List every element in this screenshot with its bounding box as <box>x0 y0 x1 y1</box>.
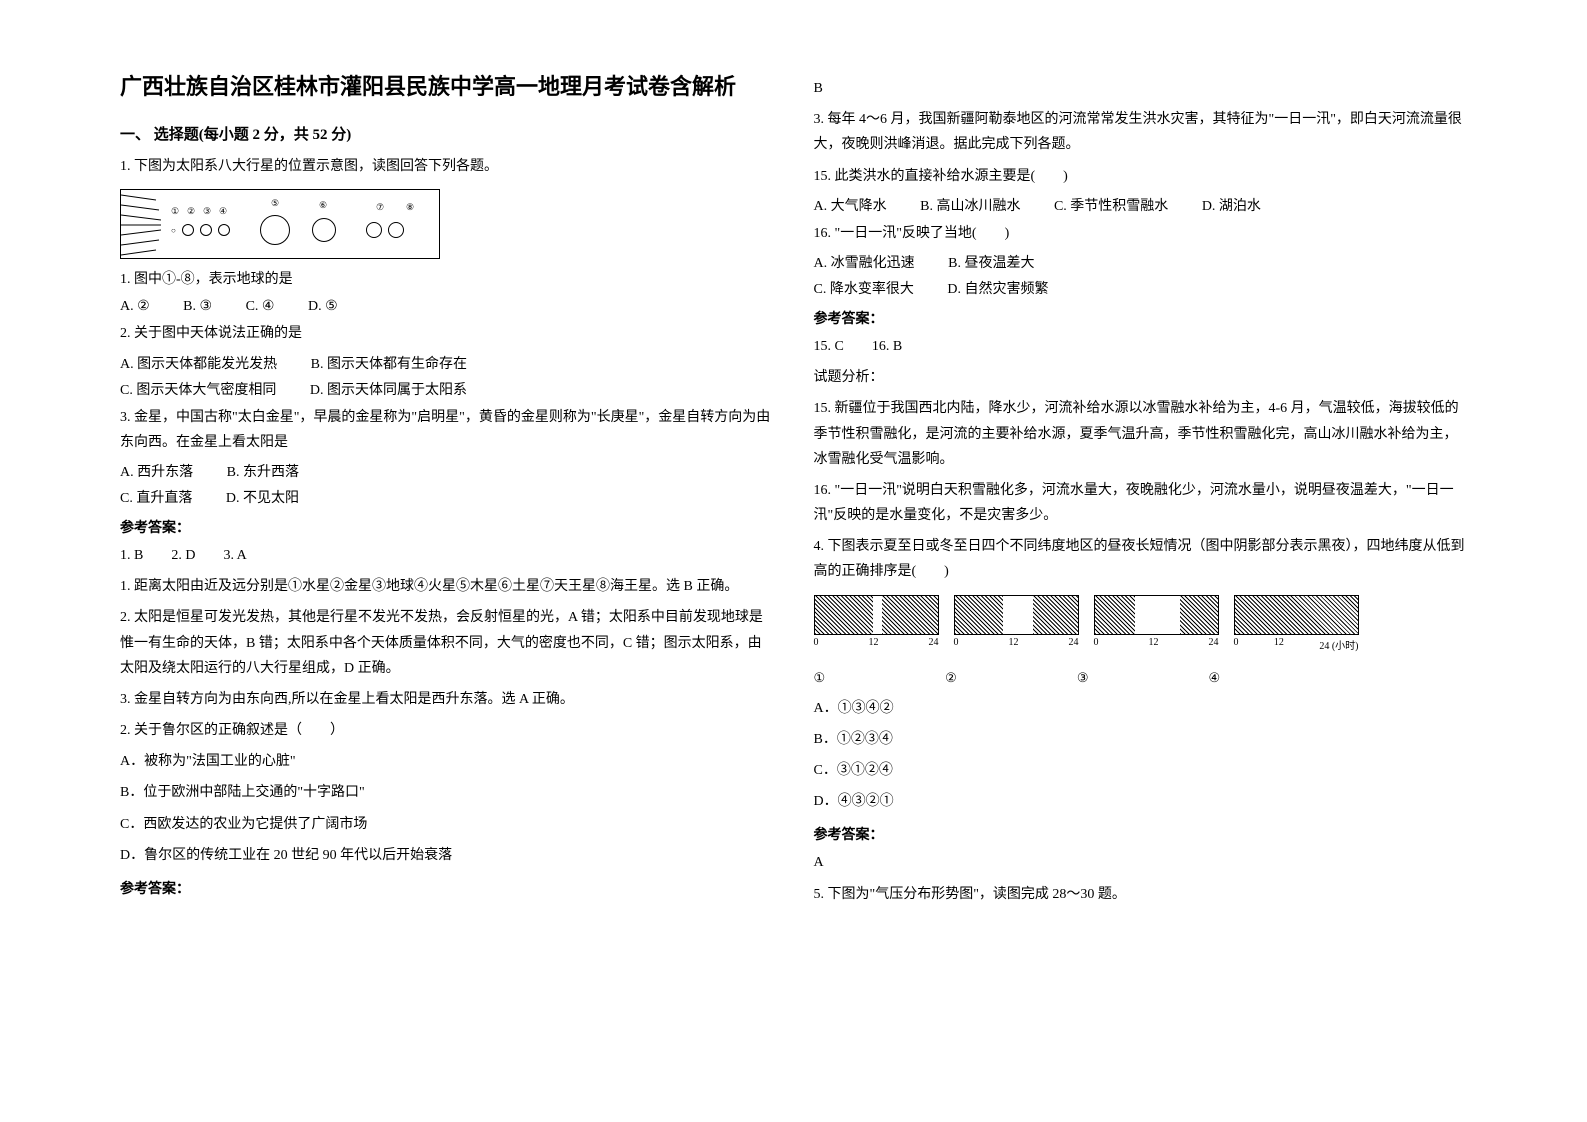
dn-box-1: 01224 <box>814 595 939 650</box>
dn-num-2: ② <box>945 670 957 686</box>
q3-15-options: A. 大气降水 B. 高山冰川融水 C. 季节性积雪融水 D. 湖泊水 <box>814 195 1468 215</box>
planet-label-6: ⑥ <box>319 200 327 211</box>
left-column: 广西壮族自治区桂林市灌阳县民族中学高一地理月考试卷含解析 一、 选择题(每小题 … <box>100 70 794 1082</box>
dn-num-1: ① <box>814 670 826 686</box>
q3-analysis-label: 试题分析： <box>814 365 1468 390</box>
q1-3-a: A. 西升东落 <box>120 461 193 481</box>
q4-d: D．④③②① <box>814 789 1468 814</box>
q2-b: B．位于欧洲中部陆上交通的"十字路口" <box>120 780 774 805</box>
q3-15-c: C. 季节性积雪融水 <box>1054 195 1168 215</box>
q3-exp15: 15. 新疆位于我国西北内陆，降水少，河流补给水源以冰雪融水补给为主，4-6 月… <box>814 396 1468 472</box>
q1-exp2: 2. 太阳是恒星可发光发热，其他是行星不发光不发热，会反射恒星的光，A 错；太阳… <box>120 605 774 681</box>
q4-b: B．①②③④ <box>814 727 1468 752</box>
q3-16-c: C. 降水变率很大 <box>814 278 914 298</box>
solar-system-diagram: ① ② ③ ④ ⑤ ⑥ ⑦ ⑧ ○ <box>120 189 440 259</box>
q2-d: D．鲁尔区的传统工业在 20 世纪 90 年代以后开始衰落 <box>120 843 774 868</box>
q1-exp3: 3. 金星自转方向为由东向西,所以在金星上看太阳是西升东落。选 A 正确。 <box>120 687 774 712</box>
sun-icon <box>121 190 161 260</box>
dn-num-4: ④ <box>1208 670 1220 686</box>
dn-box-2: 01224 <box>954 595 1079 650</box>
q1-3-c: C. 直升直落 <box>120 487 192 507</box>
q1-2-options-cd: C. 图示天体大气密度相同 D. 图示天体同属于太阳系 <box>120 379 774 399</box>
planet-row: ○ <box>171 215 404 245</box>
exam-title: 广西壮族自治区桂林市灌阳县民族中学高一地理月考试卷含解析 <box>120 70 774 103</box>
q1-answers: 1. B 2. D 3. A <box>120 543 774 568</box>
q4-c: C．③①②④ <box>814 758 1468 783</box>
q1-2-options-ab: A. 图示天体都能发光发热 B. 图示天体都有生命存在 <box>120 353 774 373</box>
answer-label-2: 参考答案： <box>120 878 774 898</box>
planet-label-7: ⑦ <box>376 202 384 213</box>
q1-3-b: B. 东升西落 <box>227 461 299 481</box>
answer-label-3: 参考答案： <box>814 308 1468 328</box>
daynight-diagram: 01224 01224 01224 01224 (小时) <box>814 595 1468 650</box>
q3-16-b: B. 昼夜温差大 <box>948 252 1034 272</box>
q4-answer: A <box>814 850 1468 875</box>
q3-16-options-cd: C. 降水变率很大 D. 自然灾害频繁 <box>814 278 1468 298</box>
q1-2-d: D. 图示天体同属于太阳系 <box>310 379 467 399</box>
section-title: 一、 选择题(每小题 2 分，共 52 分) <box>120 123 774 144</box>
q3-15-b: B. 高山冰川融水 <box>920 195 1020 215</box>
q1-3-options-cd: C. 直升直落 D. 不见太阳 <box>120 487 774 507</box>
q3-16-options-ab: A. 冰雪融化迅速 B. 昼夜温差大 <box>814 252 1468 272</box>
planet-label-8: ⑧ <box>406 202 414 213</box>
q1-1: 1. 图中①-⑧，表示地球的是 <box>120 267 774 292</box>
dn-box-3: 01224 <box>1094 595 1219 650</box>
q1-2-c: C. 图示天体大气密度相同 <box>120 379 276 399</box>
q1-2: 2. 关于图中天体说法正确的是 <box>120 321 774 346</box>
q4: 4. 下图表示夏至日或冬至日四个不同纬度地区的昼夜长短情况（图中阴影部分表示黑夜… <box>814 534 1468 584</box>
q1-1-options: A. ② B. ③ C. ④ D. ⑤ <box>120 298 774 315</box>
q1-3-d: D. 不见太阳 <box>226 487 299 507</box>
right-column: B 3. 每年 4～6 月，我国新疆阿勒泰地区的河流常常发生洪水灾害，其特征为"… <box>794 70 1488 1082</box>
q5: 5. 下图为"气压分布形势图"，读图完成 28～30 题。 <box>814 882 1468 907</box>
q3-answers: 15. C 16. B <box>814 334 1468 359</box>
q3-16: 16. "一日一汛"反映了当地( ) <box>814 221 1468 246</box>
q1-1-a: A. ② <box>120 298 150 315</box>
q3-15-d: D. 湖泊水 <box>1202 195 1261 215</box>
dn-numbers: ① ② ③ ④ <box>814 670 1468 686</box>
q4-a: A．①③④② <box>814 696 1468 721</box>
q2-c: C．西欧发达的农业为它提供了广阔市场 <box>120 812 774 837</box>
answer-label-4: 参考答案： <box>814 824 1468 844</box>
q1-1-b: B. ③ <box>183 298 212 315</box>
q1-1-d: D. ⑤ <box>308 298 338 315</box>
dn-num-3: ③ <box>1077 670 1089 686</box>
q1-2-b: B. 图示天体都有生命存在 <box>311 353 467 373</box>
q3-16-d: D. 自然灾害频繁 <box>947 278 1048 298</box>
q1-3-options-ab: A. 西升东落 B. 东升西落 <box>120 461 774 481</box>
q2-a: A．被称为"法国工业的心脏" <box>120 749 774 774</box>
q1-2-a: A. 图示天体都能发光发热 <box>120 353 277 373</box>
q2-answer: B <box>814 76 1468 101</box>
dn-box-4: 01224 (小时) <box>1234 595 1359 650</box>
q3-intro: 3. 每年 4～6 月，我国新疆阿勒泰地区的河流常常发生洪水灾害，其特征为"一日… <box>814 107 1468 157</box>
q1-1-c: C. ④ <box>246 298 275 315</box>
answer-label-1: 参考答案： <box>120 517 774 537</box>
q1-3: 3. 金星，中国古称"太白金星"，早晨的金星称为"启明星"，黄昏的金星则称为"长… <box>120 405 774 455</box>
planet-label-5: ⑤ <box>271 198 279 209</box>
q3-15-a: A. 大气降水 <box>814 195 887 215</box>
q1-intro: 1. 下图为太阳系八大行星的位置示意图，读图回答下列各题。 <box>120 154 774 179</box>
q3-15: 15. 此类洪水的直接补给水源主要是( ) <box>814 164 1468 189</box>
q2: 2. 关于鲁尔区的正确叙述是（ ） <box>120 718 774 743</box>
q3-exp16: 16. "一日一汛"说明白天积雪融化多，河流水量大，夜晚融化少，河流水量小，说明… <box>814 478 1468 528</box>
q3-16-a: A. 冰雪融化迅速 <box>814 252 915 272</box>
q1-exp1: 1. 距离太阳由近及远分别是①水星②金星③地球④火星⑤木星⑥土星⑦天王星⑧海王星… <box>120 574 774 599</box>
